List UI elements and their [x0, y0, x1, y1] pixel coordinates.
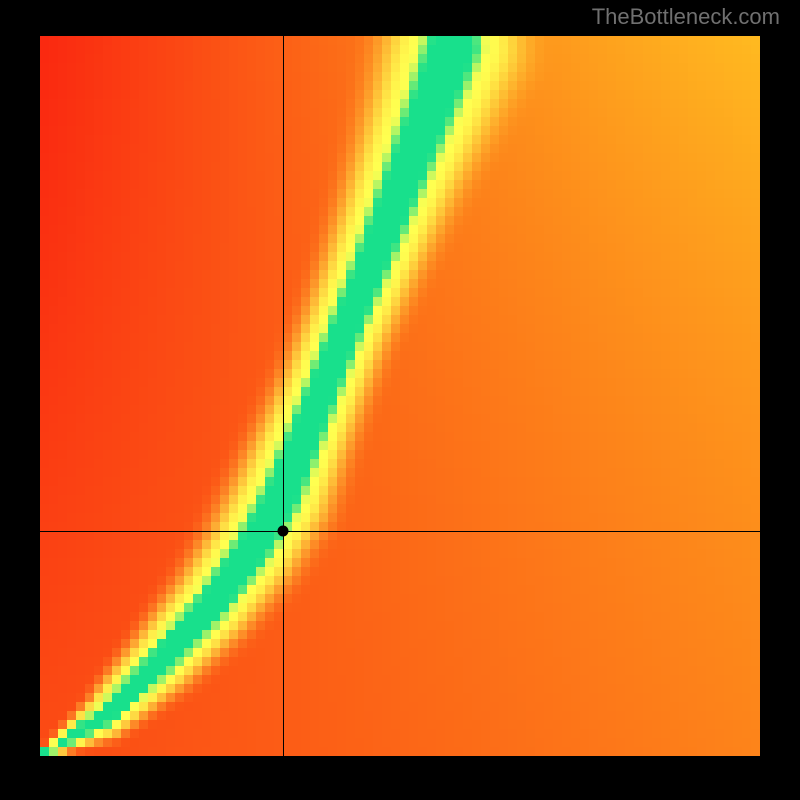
root-container: TheBottleneck.com: [0, 0, 800, 800]
crosshair-vertical: [283, 36, 284, 756]
heatmap-canvas: [40, 36, 760, 756]
crosshair-horizontal: [40, 531, 760, 532]
plot-area: [40, 36, 760, 756]
watermark-label: TheBottleneck.com: [592, 4, 780, 30]
marker-dot: [278, 526, 289, 537]
